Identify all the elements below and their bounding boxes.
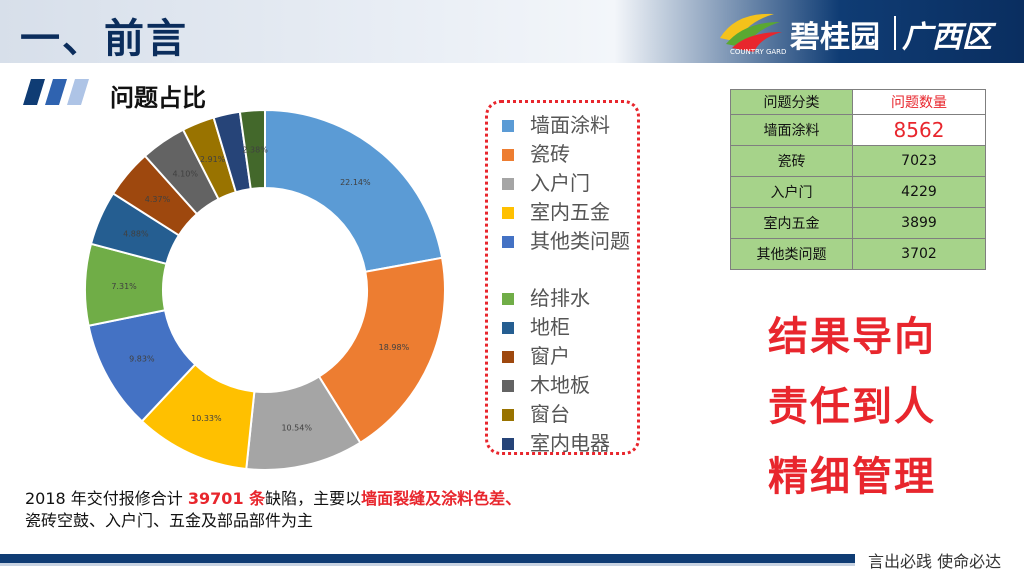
table-cell: 室内五金 — [730, 207, 853, 239]
logo-small-text: COUNTRY GARDEN — [730, 48, 786, 56]
summary-text: 2018 年交付报修合计 39701 条缺陷，主要以墙面裂缝及涂料色差、瓷砖空鼓… — [25, 488, 685, 532]
table-cell: 8562 — [852, 114, 986, 146]
legend-swatch — [502, 207, 514, 219]
footer-bar — [0, 554, 855, 563]
header-banner: 一、前言 COUNTRY GARDEN 碧桂园 广西区域 — [0, 0, 1024, 99]
footer-bar-accent — [0, 563, 855, 566]
donut-data-label: 9.83% — [129, 355, 155, 364]
legend-swatch — [502, 438, 514, 450]
legend-swatch — [502, 293, 514, 305]
legend-label: 地柜 — [530, 315, 570, 339]
slogan-results: 结果导向 — [768, 314, 936, 360]
donut-data-label: 10.54% — [281, 423, 312, 432]
defect-share-donut-chart: 22.14% 18.98% 10.54% 10.33% 9.83% 7.31% 4.88% 4… — [84, 108, 446, 471]
footer-motto: 言出必践 使命必达 — [868, 552, 1002, 571]
legend-label: 窗户 — [530, 344, 570, 368]
legend-label: 墙面涂料 — [530, 113, 610, 137]
table-cell: 入户门 — [730, 176, 853, 208]
legend-label: 其他类问题 — [530, 229, 630, 253]
table-row: 其他类问题 3702 — [730, 238, 986, 270]
donut-data-label: 4.37% — [145, 195, 171, 204]
table-row: 室内五金 3899 — [730, 207, 986, 239]
legend-label: 给排水 — [530, 286, 590, 310]
legend-label: 入户门 — [530, 171, 590, 195]
legend-swatch — [502, 380, 514, 392]
legend-label: 木地板 — [530, 373, 590, 397]
donut-data-label: 4.10% — [173, 170, 199, 179]
table-header-row: 问题分类 问题数量 — [730, 89, 986, 115]
country-garden-logo-icon: COUNTRY GARDEN — [720, 13, 786, 56]
legend-swatch — [502, 178, 514, 190]
legend-swatch — [502, 351, 514, 363]
section-bars-icon — [23, 79, 89, 105]
section-label: 问题占比 — [110, 84, 206, 112]
legend-swatch — [502, 236, 514, 248]
summary-highlight: 墙面裂缝及涂料色差、 — [361, 489, 522, 508]
donut-slice — [317, 256, 446, 445]
summary-count: 39701 条 — [187, 489, 266, 508]
donut-data-label: 22.14% — [340, 178, 371, 187]
table-cell: 4229 — [852, 176, 986, 208]
slogan-responsibility: 责任到人 — [768, 384, 936, 430]
table-cell: 3702 — [852, 238, 986, 270]
donut-slice — [264, 108, 444, 273]
table-row: 墙面涂料 8562 — [730, 114, 986, 146]
table-cell: 其他类问题 — [730, 238, 853, 270]
table-cell: 瓷砖 — [730, 145, 853, 177]
brand-name: 碧桂园 — [790, 20, 880, 55]
summary-part: 2018 年交付报修合计 — [25, 489, 188, 508]
logo-divider — [894, 16, 896, 50]
donut-data-label: 4.88% — [123, 229, 149, 238]
table-cell: 7023 — [852, 145, 986, 177]
table-header-cell: 问题数量 — [852, 89, 986, 115]
donut-data-label: 10.33% — [191, 414, 222, 423]
brand-logo: COUNTRY GARDEN 碧桂园 广西区域 — [716, 8, 1016, 99]
legend-swatch — [502, 149, 514, 161]
legend-swatch — [502, 322, 514, 334]
region-name: 广西区域 — [902, 20, 992, 99]
chart-legend: 墙面涂料瓷砖入户门室内五金其他类问题给排水地柜窗户木地板窗台室内电器 — [485, 100, 640, 455]
summary-part: 瓷砖空鼓、入户门、五金及部品部件为主 — [25, 511, 314, 530]
donut-data-label: 2.91% — [200, 155, 226, 164]
table-row: 入户门 4229 — [730, 176, 986, 208]
slogan-refined-management: 精细管理 — [768, 454, 936, 500]
legend-label: 瓷砖 — [530, 142, 570, 166]
legend-swatch — [502, 120, 514, 132]
defect-count-table: 问题分类 问题数量 墙面涂料 8562 瓷砖 7023 入户门 4229 室内五… — [730, 89, 986, 270]
table-cell: 墙面涂料 — [730, 114, 853, 146]
donut-data-label: 7.31% — [111, 282, 137, 291]
page-title: 一、前言 — [20, 16, 188, 62]
donut-data-label: 18.98% — [379, 343, 410, 352]
legend-label: 室内电器 — [530, 431, 610, 455]
legend-label: 室内五金 — [530, 200, 610, 224]
donut-data-label: 2.38% — [242, 145, 268, 154]
table-row: 瓷砖 7023 — [730, 145, 986, 177]
donut-slice — [238, 108, 266, 191]
summary-part: 缺陷，主要以 — [265, 489, 362, 508]
legend-swatch — [502, 409, 514, 421]
table-cell: 3899 — [852, 207, 986, 239]
table-header-cell: 问题分类 — [730, 89, 853, 115]
legend-label: 窗台 — [530, 402, 570, 426]
